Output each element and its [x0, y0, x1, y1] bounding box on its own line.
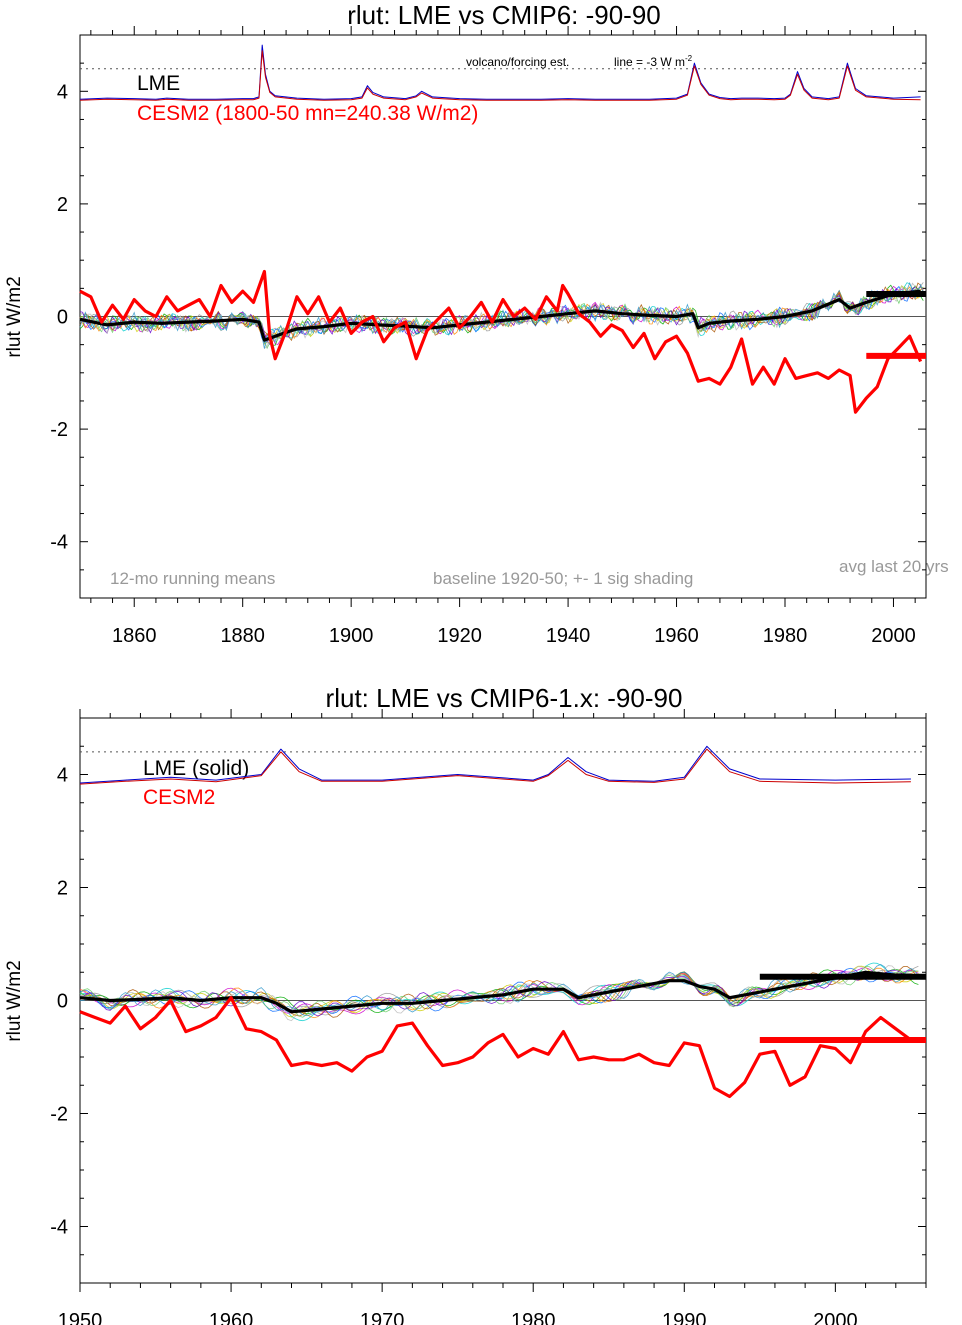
x-tick-label: 1860 — [112, 625, 157, 647]
y-tick-label: -4 — [50, 532, 68, 554]
legend-entry-lme: LME — [137, 72, 180, 95]
annotation-baseline: baseline 1920-50; +- 1 sig shading — [433, 569, 693, 588]
x-tick-label: 1940 — [546, 625, 591, 647]
y-tick-label: 0 — [57, 991, 68, 1013]
series-forcing-lme — [79, 44, 921, 100]
annotation-line-sup: -2 — [685, 54, 693, 63]
x-tick-label: 1980 — [511, 1310, 556, 1325]
x-tick-label: 1960 — [209, 1310, 254, 1325]
y-tick-label: 2 — [57, 878, 68, 900]
series-forcing-cesm2 — [79, 748, 911, 785]
series-forcing-lme — [79, 745, 911, 784]
y-tick-label: -4 — [50, 1217, 68, 1239]
x-tick-label: 1990 — [662, 1310, 707, 1325]
y-tick-label: 4 — [57, 81, 68, 103]
annotation-line-text: line = -3 W m — [614, 55, 685, 69]
series-lme-mean — [79, 289, 921, 342]
chart-title: rlut: LME vs CMIP6-1.x: -90-90 — [326, 683, 683, 713]
legend-entry-lme: LME (solid) — [143, 757, 249, 780]
ensemble-member-line — [79, 965, 919, 1018]
x-tick-label: 1900 — [329, 625, 374, 647]
series-lme-mean — [79, 970, 911, 1014]
x-tick-label: 1960 — [654, 625, 699, 647]
y-tick-label: -2 — [50, 419, 68, 441]
ensemble-member-line — [79, 963, 919, 1017]
x-tick-label: 1950 — [58, 1310, 103, 1325]
y-tick-label: -2 — [50, 1104, 68, 1126]
x-tick-label: 1920 — [437, 625, 482, 647]
ensemble-member-line — [79, 965, 919, 1018]
y-tick-label: 2 — [57, 194, 68, 216]
x-tick-label: 1880 — [220, 625, 265, 647]
annotation-volcano: volcano/forcing est. — [466, 55, 569, 69]
legend-entry-cesm2: CESM2 (1800-50 mn=240.38 W/m2) — [137, 102, 478, 125]
legend-entry-cesm2: CESM2 — [143, 786, 215, 809]
x-tick-label: 2000 — [871, 625, 916, 647]
y-tick-label: 4 — [57, 765, 68, 787]
y-axis-label: rlut W/m2 — [4, 960, 25, 1041]
annotation-running-means: 12-mo running means — [110, 569, 275, 588]
x-tick-label: 1980 — [763, 625, 808, 647]
series-forcing-cesm2 — [79, 50, 921, 101]
chart-title: rlut: LME vs CMIP6: -90-90 — [347, 0, 661, 30]
panel-top: rlut: LME vs CMIP6: -90-90 rlut W/m2 LME… — [4, 0, 949, 647]
annotation-avg-last20: avg last 20 yrs — [839, 557, 949, 576]
y-tick-label: 0 — [57, 307, 68, 329]
x-tick-label: 2000 — [813, 1310, 858, 1325]
panel-bottom: rlut: LME vs CMIP6-1.x: -90-90 rlut W/m2… — [4, 683, 927, 1325]
y-axis-label: rlut W/m2 — [4, 276, 25, 357]
series-cesm2 — [79, 996, 912, 1099]
annotation-line-value: line = -3 W m-2 — [614, 54, 693, 69]
series-cesm2 — [79, 269, 923, 414]
x-tick-label: 1970 — [360, 1310, 405, 1325]
